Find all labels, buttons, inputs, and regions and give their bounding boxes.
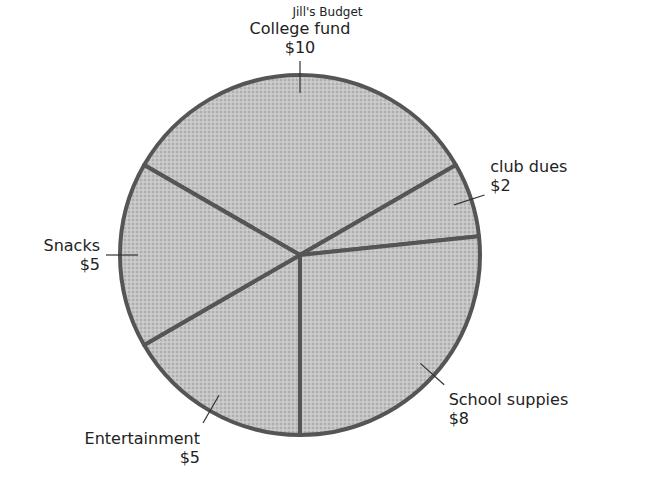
data-label: $10	[285, 38, 316, 57]
slice	[120, 165, 300, 345]
slice-label: College fund	[250, 19, 351, 38]
data-label: $8	[449, 409, 469, 428]
data-label: $2	[490, 176, 510, 195]
data-label: $5	[80, 255, 100, 274]
slice-label: Entertainment	[85, 429, 200, 448]
leader-line	[420, 363, 444, 384]
title: Jill's Budget	[291, 5, 362, 19]
labels: College fund$10 club dues$2 School suppies…	[44, 19, 569, 468]
data-label: $5	[180, 448, 200, 467]
pie	[120, 75, 480, 435]
slice-label: Snacks	[44, 236, 101, 255]
leader-line	[203, 395, 219, 423]
slice-label: club dues	[490, 157, 567, 176]
chart: Jill's BudgetCollege fund$10 club dues$2 S…	[0, 0, 655, 488]
leader-line	[299, 61, 300, 93]
slice-label: School suppies	[449, 390, 569, 409]
leader-line	[454, 195, 484, 205]
leader-line	[106, 254, 138, 255]
